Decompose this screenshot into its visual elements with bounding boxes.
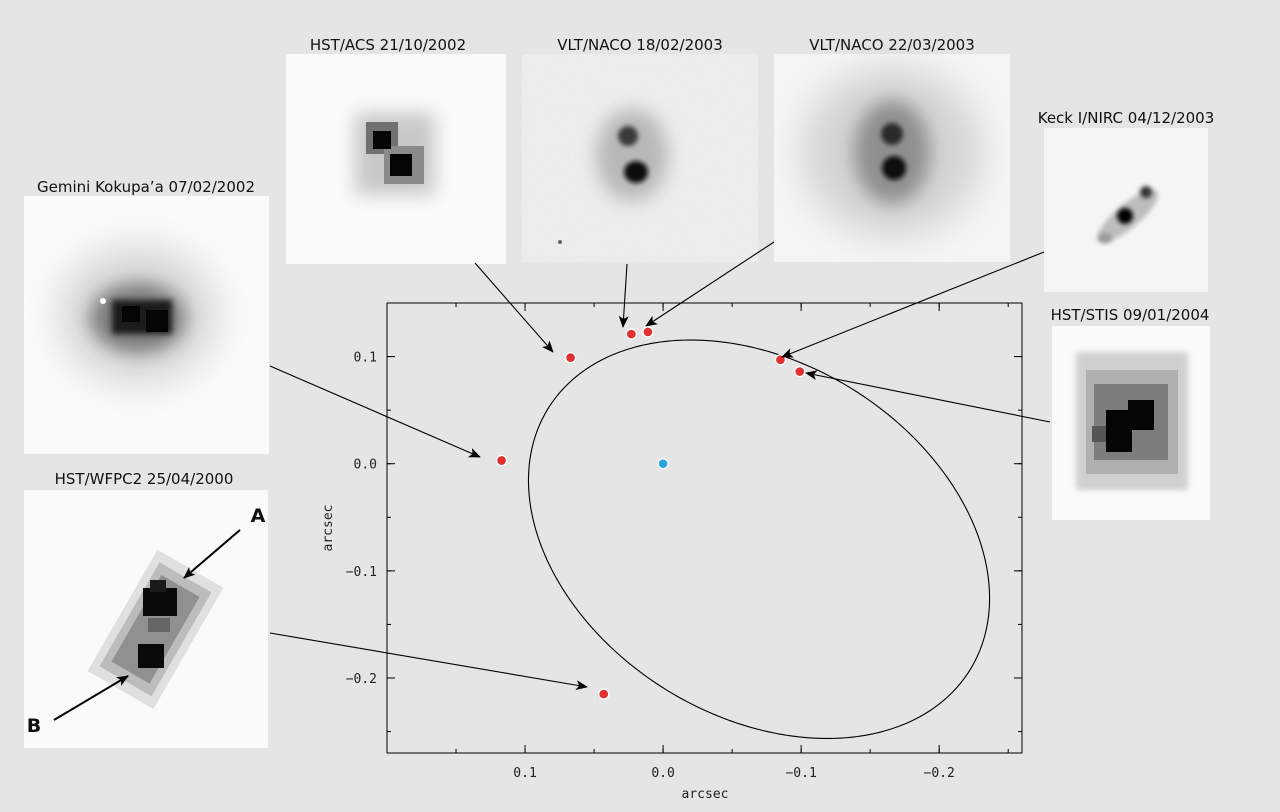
y-tick-label: −0.2 [346,672,377,687]
panel-gemini: Gemini Kokupa’a 07/02/2002 [24,178,269,454]
connector-arrows [269,241,1051,691]
annotation-a: A [251,505,266,527]
y-tick-label: 0.0 [354,458,377,473]
panel-label-keck: Keck I/NIRC 04/12/2003 [1038,109,1215,127]
x-tick-label: −0.2 [924,766,955,781]
connector-hst-acs [474,262,554,353]
primary-star-point [657,458,669,470]
panel-hst-wfpc2: HST/WFPC2 25/04/2000 A B [24,470,268,748]
panel-keck: Keck I/NIRC 04/12/2003 [1038,109,1215,292]
y-axis-label: arcsec [321,505,336,552]
orbit-point-vlt-naco-18-02-2003 [625,328,637,340]
orbit-point-gemini-kokupa-a-07-02-2002 [495,454,508,467]
connector-keck [781,251,1045,358]
x-tick-label: −0.1 [785,766,816,781]
arrow-a [183,529,241,579]
panel-label-hst-wfpc2: HST/WFPC2 25/04/2000 [55,470,234,488]
source-blob-hst-wfpc2 [87,549,224,709]
orbit-point-hst-acs-21-10-2002 [564,351,577,364]
panel-hst-stis: HST/STIS 09/01/2004 [1051,306,1210,520]
connector-gemini [269,365,481,458]
panel-vlt-naco-1: VLT/NACO 18/02/2003 [522,36,758,262]
source-blob-hst-stis [1076,352,1188,490]
panel-label-hst-acs: HST/ACS 21/10/2002 [310,36,466,54]
orbit-point-hst-wfpc2-25-04-2000 [598,688,610,700]
axis-ticks [387,303,1022,753]
x-tick-label: 0.0 [651,766,674,781]
source-blob-hst-acs [355,113,435,195]
plot-frame [386,302,1023,754]
orbit-point-hst-stis-09-01-2004 [794,365,806,378]
panel-vlt-naco-2: VLT/NACO 22/03/2003 [774,36,1010,262]
y-tick-label: −0.1 [346,565,377,580]
connector-hst-stis [805,370,1051,423]
y-tick-labels: 0.1 0.0 −0.1 −0.2 [346,351,377,687]
annotation-b: B [27,715,41,737]
x-axis-label: arcsec [682,787,729,802]
panel-label-gemini: Gemini Kokupa’a 07/02/2002 [37,178,255,196]
panel-label-hst-stis: HST/STIS 09/01/2004 [1051,306,1210,324]
source-blob-vlt-naco-1 [558,109,668,244]
orbit-point-vlt-naco-22-03-2003 [642,326,654,338]
x-tick-label: 0.1 [513,766,536,781]
source-blob-keck [1097,186,1159,243]
arrow-b [53,675,129,721]
connector-vlt-naco-1 [618,263,629,328]
orbit-points [495,326,806,700]
y-tick-label: 0.1 [354,351,377,366]
connector-hst-wfpc2 [269,632,588,691]
orbit-ellipse [527,339,991,740]
panel-hst-acs: HST/ACS 21/10/2002 [286,36,506,264]
source-blob-vlt-naco-2 [802,67,982,237]
x-tick-labels: 0.1 0.0 −0.1 −0.2 [513,766,955,781]
panel-label-vlt-naco-2: VLT/NACO 22/03/2003 [809,36,975,54]
plot-area: 0.1 0.0 −0.1 −0.2 0.1 0.0 −0.1 −0.2 arcsec arc… [321,302,1023,802]
panel-label-vlt-naco-1: VLT/NACO 18/02/2003 [557,36,723,54]
source-blob-gemini [58,245,218,385]
connector-vlt-naco-2 [645,241,775,327]
